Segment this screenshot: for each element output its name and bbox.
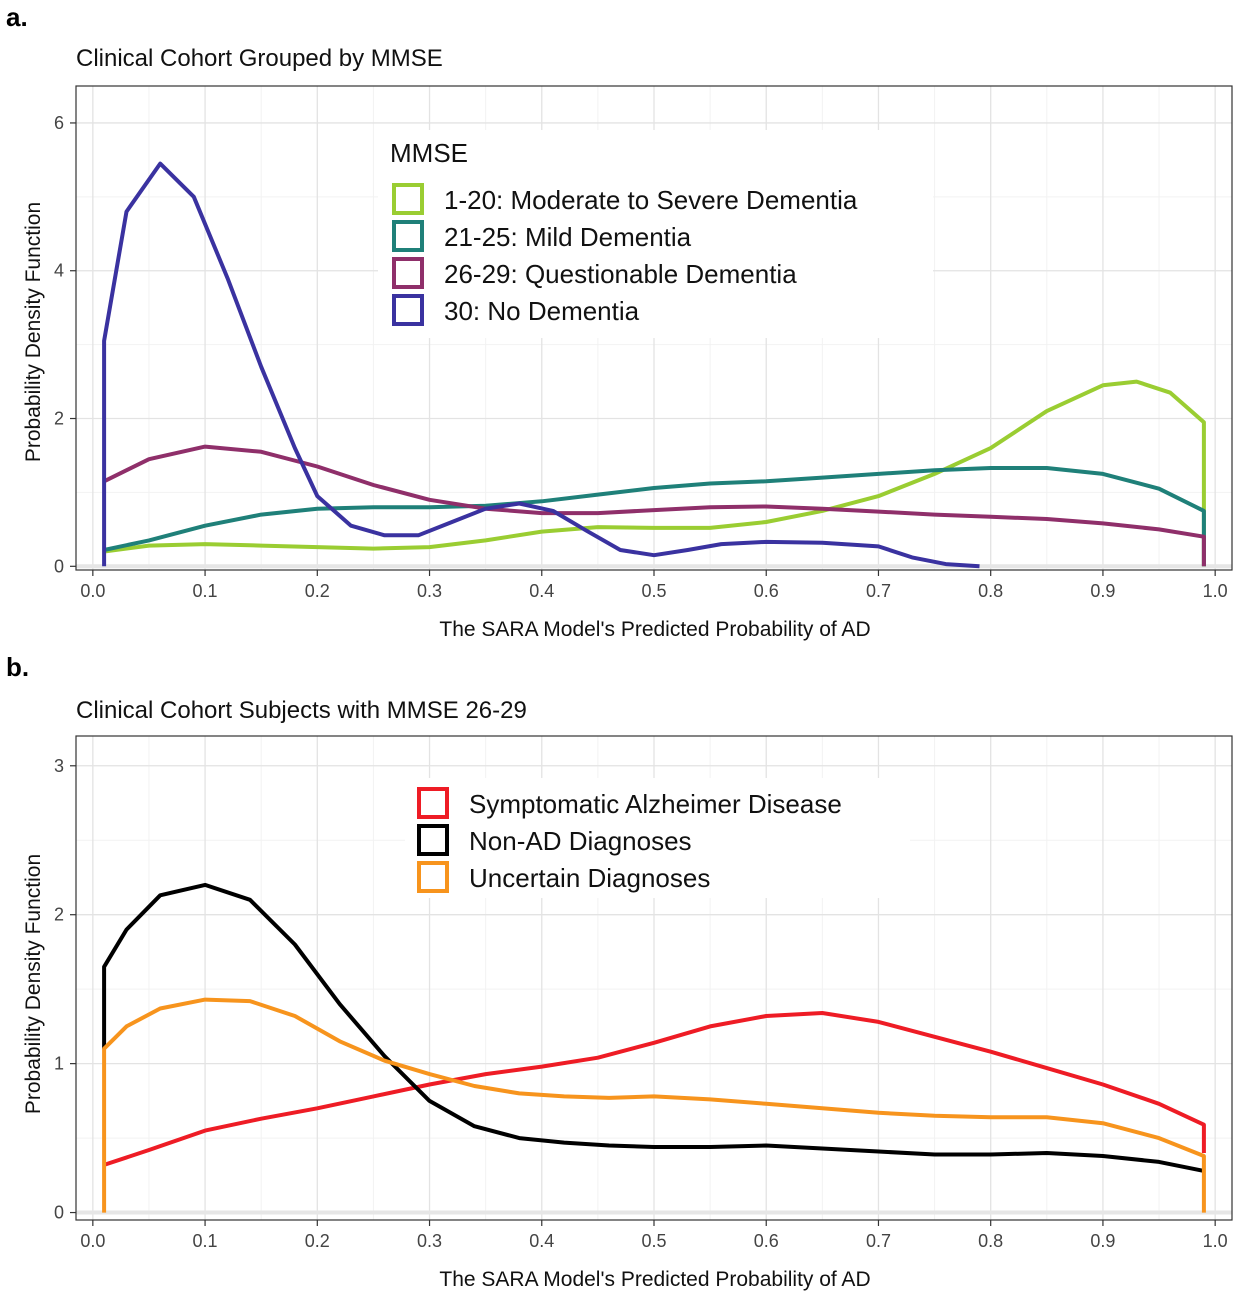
panel-a-y-tick-label: 4 [54, 261, 64, 281]
panel-a-legend-label-4: 30: No Dementia [444, 296, 640, 326]
panel-a-x-tick-label: 0.4 [529, 581, 554, 601]
panel-a-title: Clinical Cohort Grouped by MMSE [76, 45, 443, 72]
panel-b-legend-key-3 [417, 861, 449, 893]
panel-a-x-tick-label: 0.3 [417, 581, 442, 601]
panel-b-x-tick-label: 0.3 [417, 1231, 442, 1251]
panel-b-y-tick-label: 2 [54, 905, 64, 925]
panel-a-y-tick-label: 6 [54, 113, 64, 133]
panel-b-x-tick-label: 0.2 [305, 1231, 330, 1251]
panel-b-legend-background [405, 778, 910, 898]
panel-b-x-tick-label: 0.4 [529, 1231, 554, 1251]
panel-a-x-tick-label: 0.9 [1090, 581, 1115, 601]
panel-a-x-tick-label: 1.0 [1203, 581, 1228, 601]
panel-b-legend-label-2: Non-AD Diagnoses [469, 826, 692, 856]
panel-b-x-tick-label: 0.0 [80, 1231, 105, 1251]
panel-a-ylabel: Probability Density Function [22, 202, 45, 462]
panel-a-legend-key-4 [392, 294, 424, 326]
panel-b-xlabel: The SARA Model's Predicted Probability o… [439, 1268, 870, 1291]
panel-b-plot: 0.0 0.1 0.2 0.3 0.4 0.5 0.6 0.7 0.8 0.9 1.0 0 1 2 3 [54, 735, 1233, 1251]
panel-b-x-tick-label: 0.5 [641, 1231, 666, 1251]
panel-a-xlabel: The SARA Model's Predicted Probability o… [439, 618, 870, 641]
panel-a-series-line-3 [103, 444, 1206, 567]
panel-a-legend-key-2 [392, 220, 424, 252]
panel-b-x-tick-label: 0.6 [754, 1231, 779, 1251]
panel-a-series-line-4 [102, 161, 980, 569]
panel-b-x-tick-label: 0.9 [1090, 1231, 1115, 1251]
panel-b-x-tick-label: 1.0 [1203, 1231, 1228, 1251]
panel-a-series-line-1 [103, 379, 1206, 567]
panel-a-legend-label-1: 1-20: Moderate to Severe Dementia [444, 185, 858, 215]
panel-a-legend-label-3: 26-29: Questionable Dementia [444, 259, 797, 289]
panel-b-title: Clinical Cohort Subjects with MMSE 26-29 [76, 697, 527, 724]
panel-a-x-tick-label: 0.1 [193, 581, 218, 601]
panel-b-legend-items: Symptomatic Alzheimer Disease Non-AD Diag… [417, 787, 842, 893]
panel-a-x-tick-label: 0.7 [866, 581, 891, 601]
panel-b-ylabel: Probability Density Function [22, 854, 45, 1114]
panel-a-series-line-2 [103, 466, 1206, 567]
panel-a-x-tick-label: 0.8 [978, 581, 1003, 601]
panel-a-legend: MMSE 1-20: Moderate to Severe Dementia 21… [378, 130, 933, 338]
panel-a-legend-key-1 [392, 183, 424, 215]
panel-b-x-tick-label: 0.7 [866, 1231, 891, 1251]
panel-a-y-tick-label: 2 [54, 409, 64, 429]
panel-a-legend-label-2: 21-25: Mild Dementia [444, 222, 692, 252]
panel-b-legend-key-2 [417, 824, 449, 856]
panel-a: a. Clinical Cohort Grouped by MMSE 0.0 0.… [6, 2, 1233, 641]
panel-b-y-tick-label: 0 [54, 1203, 64, 1223]
panel-a-legend-key-3 [392, 257, 424, 289]
panel-a-letter: a. [6, 2, 28, 32]
panel-b-legend-key-1 [417, 787, 449, 819]
panel-b-x-tick-label: 0.8 [978, 1231, 1003, 1251]
panel-b-series-line-1 [103, 1011, 1206, 1167]
panel-b-legend-label-3: Uncertain Diagnoses [469, 863, 710, 893]
panel-b-x-tick-label: 0.1 [193, 1231, 218, 1251]
panel-a-y-tick-label: 0 [54, 556, 64, 576]
panel-b-legend: Symptomatic Alzheimer Disease Non-AD Diag… [405, 778, 910, 898]
panel-b-y-tick-label: 1 [54, 1054, 64, 1074]
panel-a-x-tick-label: 0.2 [305, 581, 330, 601]
panel-b-series-line-3 [102, 997, 1206, 1213]
panel-b-letter: b. [6, 652, 29, 682]
panel-b-legend-label-1: Symptomatic Alzheimer Disease [469, 789, 842, 819]
panel-a-legend-title: MMSE [390, 138, 468, 168]
panel-b-y-tick-label: 3 [54, 756, 64, 776]
panel-b-series-line-2 [102, 882, 1205, 1173]
panel-a-legend-background [378, 130, 933, 338]
panel-b: b. Clinical Cohort Subjects with MMSE 26… [6, 652, 1233, 1291]
panel-a-legend-items: 1-20: Moderate to Severe Dementia 21-25: … [392, 183, 858, 326]
panel-a-x-tick-label: 0.6 [754, 581, 779, 601]
panel-a-x-tick-label: 0.5 [641, 581, 666, 601]
panel-a-x-tick-label: 0.0 [80, 581, 105, 601]
